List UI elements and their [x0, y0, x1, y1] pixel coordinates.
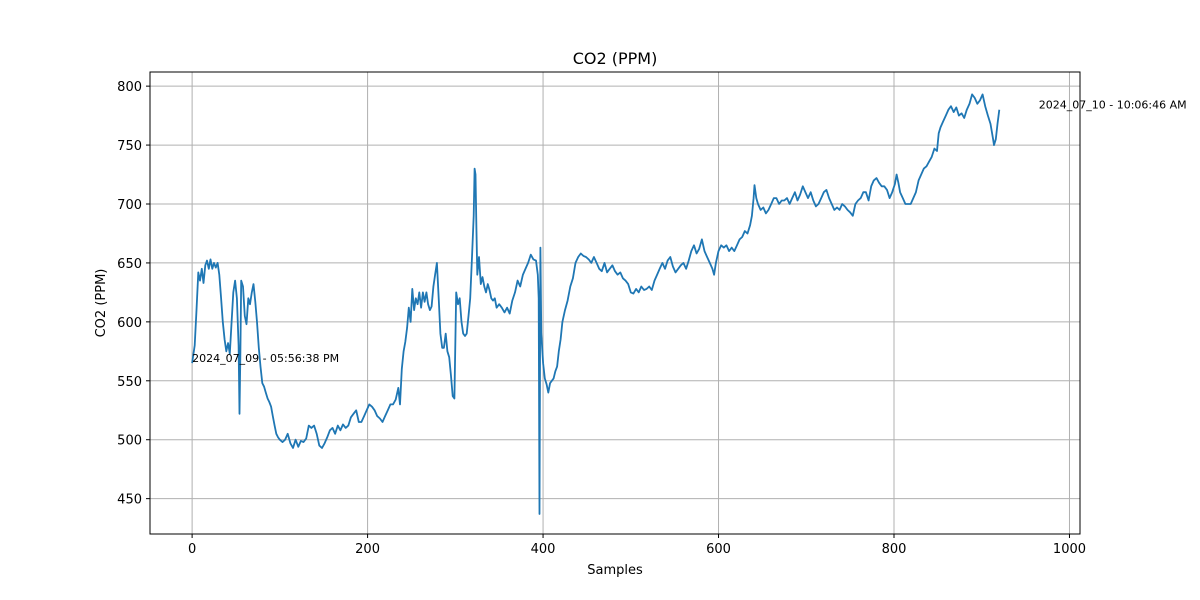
x-tick-label: 400: [531, 542, 556, 557]
plot-frame: [149, 71, 1081, 535]
axis-ticks: 0 200 400 600 800 1000 450 500 550 600 650 700 750 80…: [117, 80, 1086, 557]
y-tick-label: 700: [117, 198, 142, 213]
x-axis-label: Samples: [587, 563, 643, 578]
timestamp-annotation: 2024_07_10 - 10:06:46 AM: [1039, 99, 1187, 112]
timestamp-annotation: 2024_07_09 - 05:56:38 PM: [192, 352, 339, 365]
annotations: 2024_07_09 - 05:56:38 PM 2024_07_10 - 10:…: [192, 99, 1187, 365]
gridlines: [150, 72, 1080, 534]
y-tick-label: 750: [117, 139, 142, 154]
chart-title: CO2 (PPM): [573, 49, 658, 68]
x-tick-label: 0: [188, 542, 196, 557]
y-tick-label: 550: [117, 375, 142, 390]
y-tick-label: 600: [117, 316, 142, 331]
co2-series-line: [191, 93, 1001, 515]
x-tick-label: 600: [706, 542, 731, 557]
y-tick-label: 450: [117, 493, 142, 508]
y-tick-label: 800: [117, 80, 142, 95]
x-tick-label: 200: [355, 542, 380, 557]
x-tick-label: 800: [882, 542, 907, 557]
series-group: [191, 93, 1001, 515]
y-tick-label: 500: [117, 434, 142, 449]
x-tick-label: 1000: [1053, 542, 1086, 557]
y-tick-label: 650: [117, 257, 142, 272]
y-axis-label: CO2 (PPM): [94, 269, 109, 338]
